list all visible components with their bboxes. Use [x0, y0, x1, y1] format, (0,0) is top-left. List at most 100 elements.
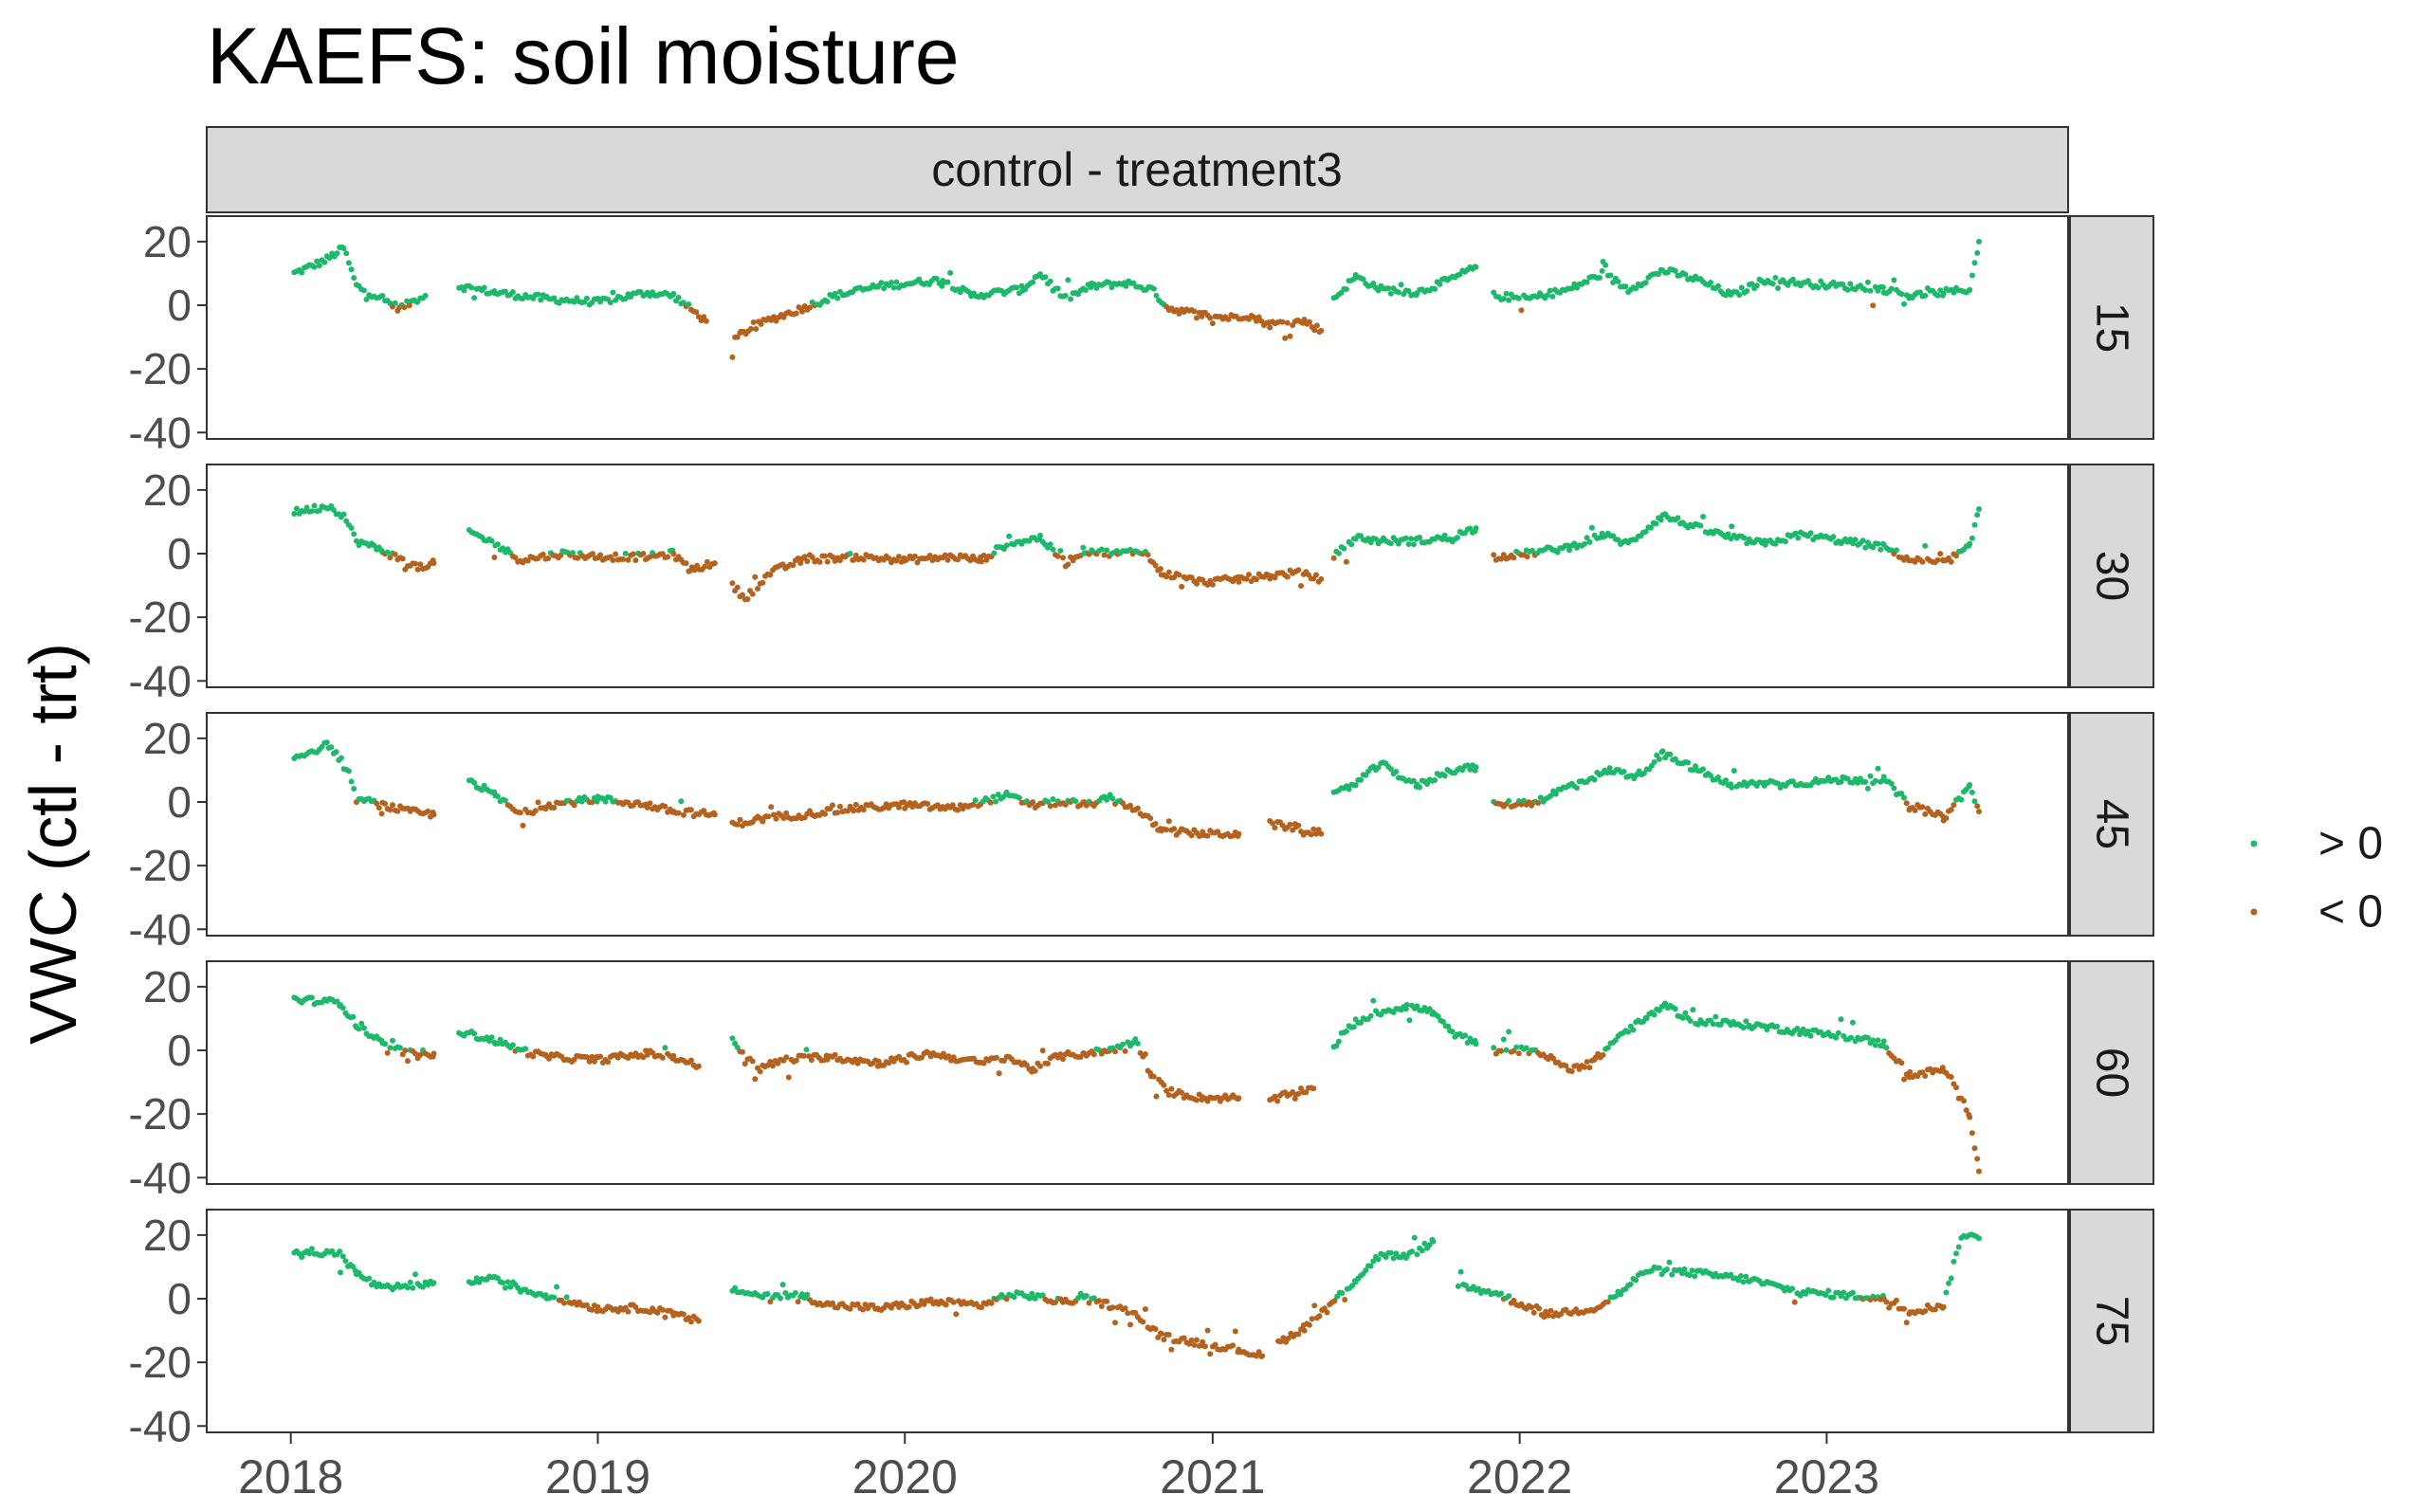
data-point: [1393, 769, 1400, 774]
data-point: [425, 808, 431, 814]
data-point: [1236, 1095, 1242, 1102]
data-point: [382, 1041, 389, 1047]
data-point: [1395, 289, 1401, 296]
data-point: [1142, 1306, 1148, 1312]
data-point: [337, 1248, 343, 1255]
data-point: [569, 550, 576, 556]
data-point: [1421, 1240, 1428, 1247]
data-point: [1953, 553, 1959, 559]
data-point: [530, 1053, 537, 1060]
data-point: [1658, 517, 1664, 523]
data-point: [1316, 1313, 1323, 1320]
data-point: [1309, 1316, 1315, 1322]
data-point: [764, 1291, 771, 1297]
data-point: [1047, 541, 1053, 548]
data-point: [1549, 293, 1556, 300]
data-point: [1919, 558, 1926, 565]
data-point: [755, 586, 760, 592]
data-point: [520, 822, 526, 829]
data-point: [1411, 1234, 1418, 1241]
data-point: [1295, 822, 1302, 829]
data-point: [630, 551, 636, 557]
data-point: [1104, 1298, 1110, 1304]
data-point: [797, 560, 804, 566]
data-point: [1855, 779, 1861, 786]
data-point: [1383, 1254, 1389, 1261]
data-point: [1615, 279, 1621, 284]
data-point: [1295, 1331, 1302, 1338]
data-point: [1127, 1321, 1133, 1328]
data-point: [1306, 319, 1312, 325]
data-point: [1723, 292, 1729, 299]
data-point: [1254, 1353, 1259, 1359]
data-point: [1194, 315, 1200, 321]
data-point: [640, 1054, 647, 1061]
data-point: [299, 1254, 305, 1261]
data-point: [1037, 1063, 1043, 1069]
data-point: [1306, 1321, 1312, 1328]
data-point: [711, 811, 718, 818]
data-point: [1934, 292, 1941, 299]
data-point: [654, 1309, 661, 1316]
data-point: [343, 250, 350, 257]
data-point: [1903, 800, 1910, 807]
data-point: [1515, 1050, 1522, 1057]
data-point: [1971, 260, 1978, 266]
data-point: [1651, 758, 1658, 765]
data-point: [1065, 561, 1072, 568]
data-point: [1057, 548, 1064, 554]
data-point: [597, 552, 604, 558]
data-point: [1582, 540, 1587, 547]
data-point: [401, 304, 408, 311]
data-point: [662, 1314, 669, 1321]
data-point: [1313, 322, 1320, 329]
data-point: [1651, 1011, 1658, 1018]
data-point: [1932, 1306, 1938, 1313]
data-point: [1467, 766, 1474, 773]
data-point: [1744, 288, 1750, 294]
data-point: [767, 572, 774, 578]
data-point: [345, 260, 352, 266]
data-point: [488, 1034, 495, 1041]
data-point: [1898, 291, 1905, 298]
data-point: [1491, 552, 1497, 558]
data-point: [1367, 1012, 1374, 1019]
chart-title: KAEFS: soil moisture: [207, 11, 960, 100]
data-point: [1898, 791, 1905, 797]
data-point: [691, 567, 698, 574]
data-point: [757, 1068, 763, 1075]
data-point: [893, 557, 900, 564]
data-point: [896, 804, 902, 811]
data-point: [1830, 1294, 1837, 1301]
data-point: [1735, 1277, 1742, 1284]
data-point: [1618, 1291, 1624, 1298]
data-point: [1045, 1061, 1051, 1066]
data-point: [397, 1045, 403, 1051]
data-point: [1053, 802, 1058, 809]
data-point: [1769, 281, 1776, 287]
data-point: [1500, 296, 1507, 302]
data-point: [1287, 333, 1293, 339]
data-point: [330, 507, 337, 513]
data-point: [632, 557, 639, 563]
data-point: [1165, 569, 1172, 575]
data-point: [1503, 1047, 1510, 1053]
data-point: [376, 805, 382, 811]
data-point: [509, 289, 516, 295]
data-point: [1358, 776, 1364, 783]
data-point: [888, 280, 894, 285]
data-point: [822, 811, 828, 817]
data-point: [659, 1306, 666, 1313]
data-point: [996, 1070, 1002, 1077]
data-point: [1743, 1018, 1749, 1025]
data-point: [1523, 1045, 1530, 1051]
y-tick-label: -20: [129, 344, 192, 393]
data-point: [647, 554, 653, 560]
data-point: [1710, 1021, 1716, 1028]
data-point: [497, 1036, 504, 1043]
data-point: [551, 805, 558, 811]
data-point: [1961, 1098, 1967, 1104]
data-point: [1656, 1265, 1662, 1271]
data-point: [1715, 774, 1721, 780]
data-point: [1134, 1040, 1141, 1047]
